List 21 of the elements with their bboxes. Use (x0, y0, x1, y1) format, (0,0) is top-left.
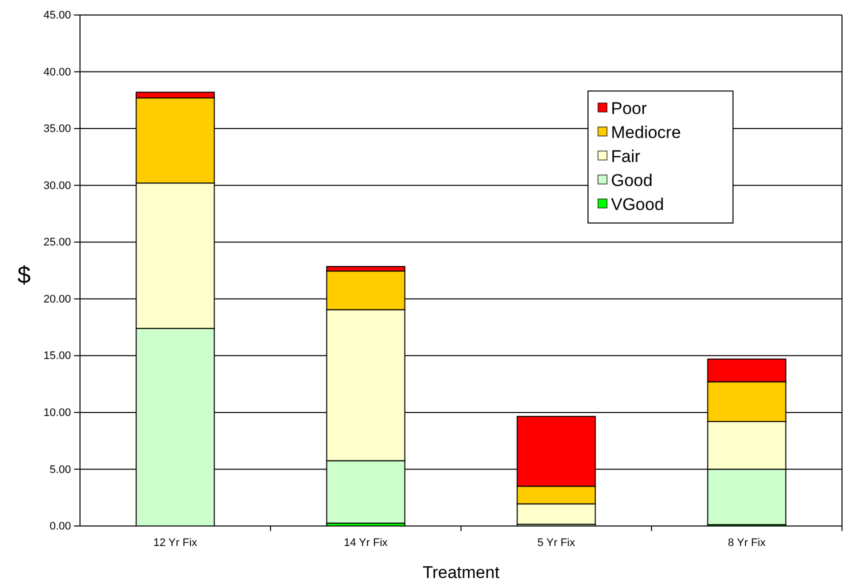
y-tick-label: 10.00 (43, 406, 71, 419)
legend-label: Good (611, 171, 653, 190)
x-tick-label: 5 Yr Fix (537, 536, 576, 549)
legend-label: Poor (611, 99, 648, 118)
legend-label: Fair (611, 147, 641, 166)
x-axis-title: Treatment (422, 563, 500, 582)
y-tick-label: 15.00 (43, 350, 71, 362)
x-tick-label: 8 Yr Fix (728, 536, 766, 549)
legend-label: VGood (611, 195, 664, 214)
y-tick-label: 30.00 (43, 180, 71, 192)
y-axis-title: $ (17, 262, 31, 289)
legend-label: Mediocre (611, 123, 681, 142)
y-tick-label: 20.00 (43, 293, 71, 306)
y-tick-label: 35.00 (43, 123, 71, 136)
y-tick-label: 25.00 (43, 236, 71, 249)
x-tick-label: 14 Yr Fix (344, 536, 388, 549)
y-tick-label: 5.00 (50, 464, 71, 476)
y-tick-label: 45.00 (43, 10, 71, 22)
y-tick-label: 40.00 (43, 66, 71, 78)
y-tick-label: 0.00 (50, 520, 71, 533)
x-tick-label: 12 Yr Fix (153, 536, 198, 549)
